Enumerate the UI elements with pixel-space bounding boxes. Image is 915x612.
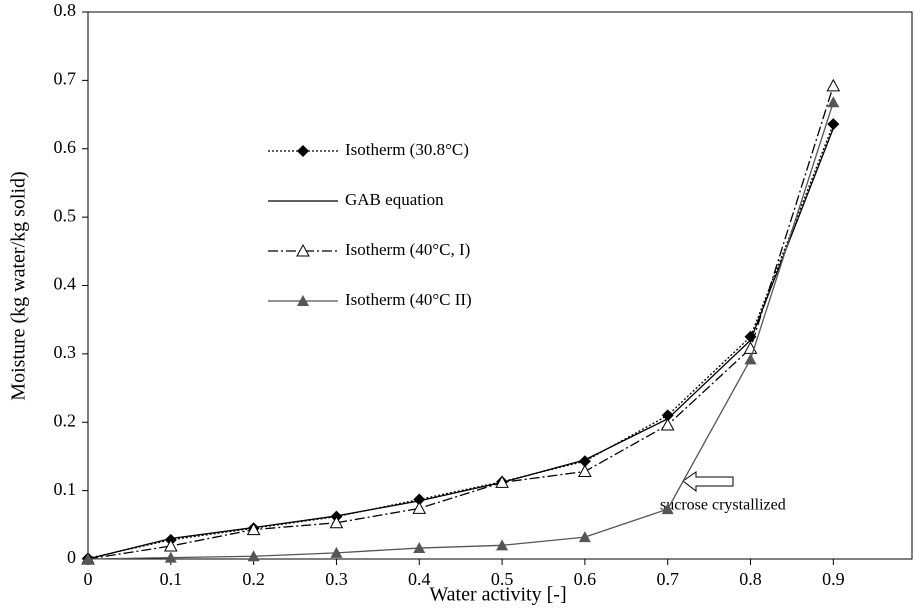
triangle-marker: [827, 96, 840, 108]
legend-label: Isotherm (40°C, I): [345, 240, 470, 259]
y-tick-label: 0.4: [54, 274, 77, 294]
series-line: [87, 85, 834, 560]
diamond-marker: [297, 145, 309, 157]
triangle-marker: [578, 531, 591, 543]
open-triangle-marker: [412, 501, 427, 514]
y-tick-label: 0.1: [54, 479, 77, 499]
triangle-marker: [82, 553, 94, 564]
x-tick-label: 0.4: [408, 569, 431, 589]
open-triangle-marker: [660, 417, 675, 431]
series-line: [87, 123, 834, 559]
y-axis-title: Moisture (kg water/kg solid): [8, 171, 30, 400]
open-triangle-marker: [163, 538, 178, 552]
legend: Isotherm (30.8°C) GAB equation Isotherm (4…: [268, 140, 472, 309]
y-tick-label: 0.7: [54, 69, 77, 89]
y-tick-label: 0: [67, 547, 76, 567]
open-triangle-marker: [329, 515, 344, 529]
triangle-marker: [413, 542, 426, 554]
triangle-marker: [164, 551, 177, 563]
plot-frame: [87, 11, 913, 560]
x-tick-label: 0.1: [160, 569, 183, 589]
annotation: sucrose crystallized: [660, 497, 786, 514]
triangle-marker: [661, 503, 674, 515]
triangle-marker: [330, 546, 343, 558]
y-tick-label: 0.3: [54, 342, 77, 362]
open-triangle-marker: [826, 78, 841, 92]
triangle-marker: [247, 550, 260, 562]
annotation-arrow: [682, 471, 734, 493]
y-tick-label: 0.8: [54, 0, 77, 20]
open-triangle-marker: [578, 464, 592, 477]
legend-label: Isotherm (30.8°C): [345, 140, 469, 159]
diamond-marker: [827, 118, 840, 131]
x-tick-label: 0.9: [822, 569, 845, 589]
x-tick-label: 0.5: [491, 569, 514, 589]
x-tick-label: 0.7: [656, 569, 679, 589]
legend-label: Isotherm (40°C II): [345, 290, 472, 309]
triangle-marker: [744, 353, 757, 365]
series-line: [87, 128, 834, 560]
legend-label: GAB equation: [345, 190, 444, 209]
x-tick-label: 0.2: [242, 569, 265, 589]
diamond-marker: [661, 409, 674, 422]
y-tick-label: 0.6: [54, 137, 77, 157]
diamond-marker: [413, 493, 426, 506]
y-tick-label: 0.5: [54, 205, 77, 225]
series-line: [87, 102, 834, 560]
x-tick-label: 0.8: [739, 569, 762, 589]
triangle-marker: [297, 295, 309, 306]
x-tick-label: 0.3: [325, 569, 348, 589]
x-tick-label: 0: [84, 569, 93, 589]
x-tick-label: 0.6: [574, 569, 597, 589]
open-triangle-marker: [246, 522, 261, 536]
x-axis-title: Water activity [-]: [429, 584, 566, 606]
triangle-marker: [496, 539, 509, 551]
open-triangle-marker: [495, 475, 509, 488]
open-triangle-marker: [296, 243, 310, 257]
y-tick-label: 0.2: [54, 410, 77, 430]
